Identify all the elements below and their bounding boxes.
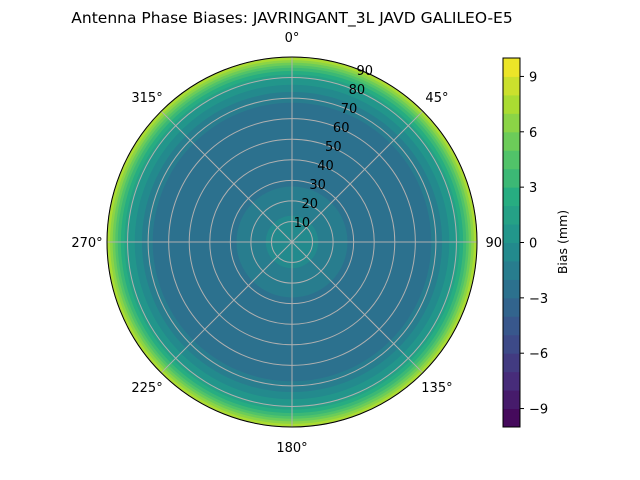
colorbar-tick-label: 9	[529, 70, 537, 85]
colorbar-segment	[503, 279, 520, 299]
colorbar-segment	[503, 76, 520, 96]
chart-title: Antenna Phase Biases: JAVRINGANT_3L JAVD…	[71, 9, 512, 28]
colorbar-tick-label: −9	[529, 403, 548, 418]
colorbar-segment	[503, 408, 520, 428]
angular-gridline	[160, 241, 293, 374]
angle-tick-label: 45°	[425, 91, 448, 106]
colorbar-segment	[503, 224, 520, 243]
colorbar-segment	[503, 131, 520, 151]
angle-tick-label: 225°	[131, 381, 162, 396]
radial-tick-label: 30	[309, 178, 326, 193]
colorbar-segment	[503, 205, 520, 225]
polar-frame	[106, 56, 478, 428]
radial-tick-label: 90	[357, 64, 374, 79]
angle-tick-labels: 0°45°90°135°180°225°270°315°	[71, 31, 508, 456]
angle-tick-label: 0°	[285, 31, 300, 46]
radial-tick-labels: 10 20 30 40 50 60 70 80 90	[294, 64, 373, 231]
colorbar-segment	[503, 297, 520, 317]
radial-tick-label: 20	[301, 197, 318, 212]
radial-tick-label: 70	[341, 102, 358, 117]
colorbar-segment	[503, 242, 520, 262]
colorbar-tick-label: 0	[529, 237, 537, 252]
colorbar-segment	[503, 390, 520, 410]
colorbar-tick-label: −6	[529, 347, 548, 362]
radial-tick-label: 60	[333, 121, 350, 136]
colorbar-segment	[503, 260, 520, 280]
polar-grid	[106, 56, 478, 428]
radial-tick-label: 10	[294, 216, 311, 231]
colorbar-segment	[503, 113, 520, 133]
angle-tick-label: 270°	[71, 236, 102, 251]
colorbar-segment	[503, 316, 520, 336]
angular-gridline	[291, 110, 424, 243]
angle-tick-label: 180°	[276, 441, 307, 456]
colorbar-segment	[503, 168, 520, 188]
colorbar: −9 −6 −3 0 3 6 9	[502, 57, 548, 428]
colorbar-tick-label: 6	[529, 126, 537, 141]
colorbar-segment	[503, 334, 520, 354]
radial-tick-label: 50	[325, 140, 342, 155]
colorbar-tick-label: −3	[529, 292, 548, 307]
angle-tick-label: 135°	[421, 381, 452, 396]
colorbar-segment	[503, 353, 520, 373]
angular-gridline	[291, 241, 424, 374]
colorbar-label: Bias (mm)	[555, 210, 570, 274]
colorbar-segment	[503, 150, 520, 170]
colorbar-segment	[503, 58, 520, 77]
colorbar-segment	[503, 371, 520, 391]
angle-tick-label: 315°	[131, 91, 162, 106]
radial-tick-label: 80	[349, 83, 366, 98]
radial-tick-label: 40	[317, 159, 334, 174]
colorbar-segment	[503, 187, 520, 207]
angular-gridline	[160, 110, 293, 243]
colorbar-segment	[503, 94, 520, 114]
colorbar-tick-label: 3	[529, 181, 537, 196]
